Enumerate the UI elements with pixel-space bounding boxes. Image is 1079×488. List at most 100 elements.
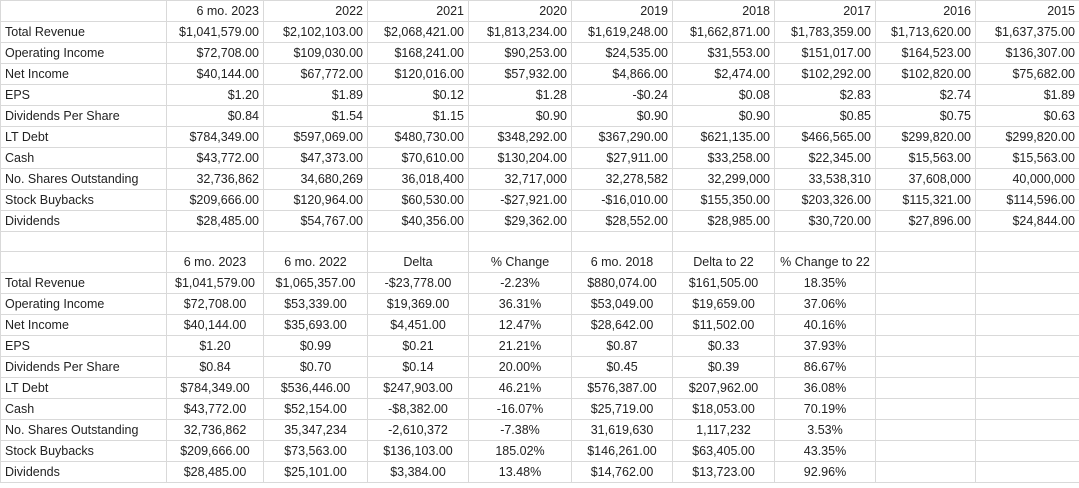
data-cell[interactable]: 92.96% <box>774 461 876 483</box>
empty-cell[interactable] <box>367 231 469 252</box>
data-cell[interactable]: $25,101.00 <box>263 461 368 483</box>
header-cell[interactable]: 6 mo. 2023 <box>166 0 264 22</box>
row-label-cell[interactable]: Operating Income <box>0 42 167 64</box>
data-cell[interactable] <box>975 461 1079 483</box>
data-cell[interactable]: 21.21% <box>468 335 572 357</box>
empty-cell[interactable] <box>468 231 572 252</box>
data-cell[interactable]: $209,666.00 <box>166 440 264 462</box>
data-cell[interactable] <box>875 335 976 357</box>
data-cell[interactable]: 33,538,310 <box>774 168 876 190</box>
data-cell[interactable]: $0.90 <box>672 105 775 127</box>
header-cell[interactable]: 6 mo. 2023 <box>166 251 264 273</box>
data-cell[interactable]: $35,693.00 <box>263 314 368 336</box>
header-cell[interactable]: 2021 <box>367 0 469 22</box>
data-cell[interactable]: $168,241.00 <box>367 42 469 64</box>
data-cell[interactable]: $299,820.00 <box>875 126 976 148</box>
data-cell[interactable]: $102,820.00 <box>875 63 976 85</box>
row-label-cell[interactable]: Cash <box>0 398 167 420</box>
header-cell[interactable] <box>0 0 167 22</box>
row-label-cell[interactable]: Net Income <box>0 63 167 85</box>
data-cell[interactable]: $480,730.00 <box>367 126 469 148</box>
data-cell[interactable]: $0.84 <box>166 356 264 378</box>
data-cell[interactable]: $120,016.00 <box>367 63 469 85</box>
data-cell[interactable]: -$8,382.00 <box>367 398 469 420</box>
data-cell[interactable]: $0.87 <box>571 335 673 357</box>
data-cell[interactable] <box>875 419 976 441</box>
data-cell[interactable]: $146,261.00 <box>571 440 673 462</box>
data-cell[interactable]: $1.20 <box>166 84 264 106</box>
data-cell[interactable] <box>875 440 976 462</box>
data-cell[interactable]: $1,041,579.00 <box>166 272 264 294</box>
data-cell[interactable]: $299,820.00 <box>975 126 1079 148</box>
data-cell[interactable]: -$16,010.00 <box>571 189 673 211</box>
data-cell[interactable]: $155,350.00 <box>672 189 775 211</box>
header-cell[interactable] <box>0 251 167 273</box>
data-cell[interactable]: $0.33 <box>672 335 775 357</box>
data-cell[interactable]: $25,719.00 <box>571 398 673 420</box>
header-cell[interactable] <box>875 251 976 273</box>
data-cell[interactable]: $27,911.00 <box>571 147 673 169</box>
data-cell[interactable]: $114,596.00 <box>975 189 1079 211</box>
data-cell[interactable]: 40,000,000 <box>975 168 1079 190</box>
data-cell[interactable] <box>975 419 1079 441</box>
data-cell[interactable]: 86.67% <box>774 356 876 378</box>
data-cell[interactable]: $0.90 <box>571 105 673 127</box>
empty-cell[interactable] <box>975 231 1079 252</box>
data-cell[interactable]: -$0.24 <box>571 84 673 106</box>
data-cell[interactable]: $22,345.00 <box>774 147 876 169</box>
data-cell[interactable]: -2,610,372 <box>367 419 469 441</box>
data-cell[interactable]: $54,767.00 <box>263 210 368 232</box>
data-cell[interactable]: $2,068,421.00 <box>367 21 469 43</box>
header-cell[interactable]: 2020 <box>468 0 572 22</box>
data-cell[interactable]: -16.07% <box>468 398 572 420</box>
empty-cell[interactable] <box>571 231 673 252</box>
data-cell[interactable]: $151,017.00 <box>774 42 876 64</box>
data-cell[interactable]: -$23,778.00 <box>367 272 469 294</box>
empty-cell[interactable] <box>0 231 167 252</box>
data-cell[interactable]: $28,485.00 <box>166 461 264 483</box>
data-cell[interactable]: $30,720.00 <box>774 210 876 232</box>
data-cell[interactable]: $40,144.00 <box>166 63 264 85</box>
empty-cell[interactable] <box>774 231 876 252</box>
row-label-cell[interactable]: EPS <box>0 84 167 106</box>
row-label-cell[interactable]: LT Debt <box>0 377 167 399</box>
data-cell[interactable]: $0.84 <box>166 105 264 127</box>
data-cell[interactable]: $207,962.00 <box>672 377 775 399</box>
data-cell[interactable]: $29,362.00 <box>468 210 572 232</box>
data-cell[interactable]: $136,307.00 <box>975 42 1079 64</box>
data-cell[interactable]: $28,552.00 <box>571 210 673 232</box>
data-cell[interactable]: $784,349.00 <box>166 377 264 399</box>
data-cell[interactable]: 20.00% <box>468 356 572 378</box>
data-cell[interactable] <box>875 272 976 294</box>
data-cell[interactable]: $28,642.00 <box>571 314 673 336</box>
data-cell[interactable]: 36,018,400 <box>367 168 469 190</box>
data-cell[interactable]: $880,074.00 <box>571 272 673 294</box>
data-cell[interactable]: 37.06% <box>774 293 876 315</box>
data-cell[interactable]: $75,682.00 <box>975 63 1079 85</box>
data-cell[interactable]: $60,530.00 <box>367 189 469 211</box>
data-cell[interactable]: $40,144.00 <box>166 314 264 336</box>
data-cell[interactable]: $247,903.00 <box>367 377 469 399</box>
data-cell[interactable]: $1.15 <box>367 105 469 127</box>
row-label-cell[interactable]: Dividends Per Share <box>0 105 167 127</box>
data-cell[interactable] <box>975 314 1079 336</box>
data-cell[interactable]: $348,292.00 <box>468 126 572 148</box>
data-cell[interactable]: $0.85 <box>774 105 876 127</box>
data-cell[interactable]: $1,783,359.00 <box>774 21 876 43</box>
row-label-cell[interactable]: Stock Buybacks <box>0 189 167 211</box>
data-cell[interactable]: $67,772.00 <box>263 63 368 85</box>
data-cell[interactable]: -7.38% <box>468 419 572 441</box>
data-cell[interactable]: 185.02% <box>468 440 572 462</box>
data-cell[interactable]: 32,736,862 <box>166 168 264 190</box>
data-cell[interactable]: 32,278,582 <box>571 168 673 190</box>
data-cell[interactable]: $0.39 <box>672 356 775 378</box>
row-label-cell[interactable]: EPS <box>0 335 167 357</box>
header-cell[interactable]: 2018 <box>672 0 775 22</box>
data-cell[interactable]: 70.19% <box>774 398 876 420</box>
data-cell[interactable]: $0.75 <box>875 105 976 127</box>
row-label-cell[interactable]: Dividends <box>0 210 167 232</box>
data-cell[interactable]: 36.31% <box>468 293 572 315</box>
data-cell[interactable] <box>875 398 976 420</box>
data-cell[interactable]: $43,772.00 <box>166 147 264 169</box>
data-cell[interactable]: $24,844.00 <box>975 210 1079 232</box>
